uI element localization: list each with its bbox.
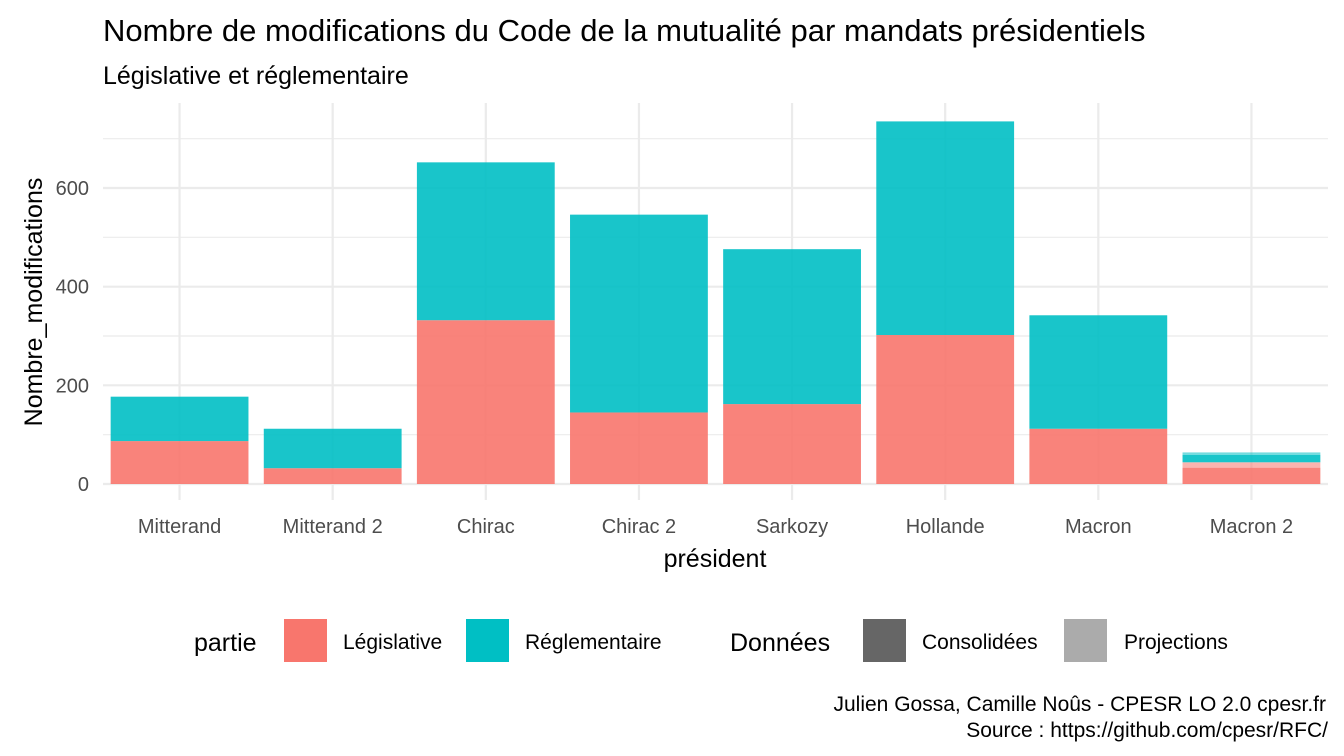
bar-legislative — [263, 468, 402, 484]
legend-key-reglementaire — [466, 619, 509, 662]
bar-legislative — [723, 404, 861, 484]
bar-reglementaire — [723, 249, 861, 405]
x-axis-title: président — [664, 545, 767, 573]
legend-key-consolidees — [863, 619, 906, 662]
bar-legislative — [110, 441, 249, 484]
x-tick-label: Macron — [1065, 516, 1132, 538]
legend-label-legislative: Législative — [343, 631, 442, 654]
bar-legislative — [1182, 467, 1321, 484]
x-tick-label: Sarkozy — [756, 516, 828, 538]
y-axis: 0 200 400 600 — [56, 178, 89, 496]
y-tick-label: 400 — [56, 277, 89, 299]
bar-legislative — [416, 320, 555, 484]
y-tick-label: 0 — [78, 474, 89, 496]
bar-reglementaire — [1182, 454, 1321, 463]
x-tick-label: Chirac 2 — [602, 516, 676, 538]
y-tick-label: 600 — [56, 178, 89, 200]
legend-label-consolidees: Consolidées — [922, 631, 1038, 654]
y-tick-label: 200 — [56, 375, 89, 397]
legend-title-donnees: Données — [730, 629, 830, 657]
bar-projection-legislative — [1182, 462, 1321, 468]
x-tick-label: Hollande — [906, 516, 985, 538]
bar-reglementaire — [570, 214, 708, 413]
legend-key-projections — [1064, 619, 1107, 662]
bars-layer — [110, 121, 1321, 484]
bar-projection-reglementaire — [1182, 452, 1321, 455]
bar-reglementaire — [1029, 315, 1168, 429]
x-axis: Mitterand Mitterand 2 Chirac Chirac 2 Sarkoz… — [138, 516, 1293, 538]
x-tick-label: Macron 2 — [1210, 516, 1293, 538]
bar-legislative — [1029, 428, 1168, 484]
bar-reglementaire — [263, 428, 402, 469]
x-tick-label: Chirac — [457, 516, 515, 538]
legend: partie Législative Réglementaire Données… — [194, 619, 1228, 662]
x-tick-label: Mitterand 2 — [283, 516, 383, 538]
y-axis-title: Nombre_modifications — [20, 178, 48, 427]
bar-legislative — [876, 335, 1015, 484]
x-tick-label: Mitterand — [138, 516, 221, 538]
legend-title-partie: partie — [194, 629, 257, 657]
bar-reglementaire — [416, 162, 555, 321]
chart-subtitle: Législative et réglementaire — [103, 62, 409, 90]
caption-line-2: Source : https://github.com/cpesr/RFC/ — [966, 719, 1328, 742]
bar-reglementaire — [110, 396, 249, 442]
bar-reglementaire — [876, 121, 1015, 336]
chart-title: Nombre de modifications du Code de la mu… — [103, 13, 1146, 48]
legend-label-projections: Projections — [1124, 631, 1228, 654]
caption-line-1: Julien Gossa, Camille Noûs - CPESR LO 2.… — [833, 693, 1326, 716]
bar-legislative — [570, 412, 708, 484]
legend-label-reglementaire: Réglementaire — [525, 631, 662, 654]
legend-key-legislative — [284, 619, 327, 662]
